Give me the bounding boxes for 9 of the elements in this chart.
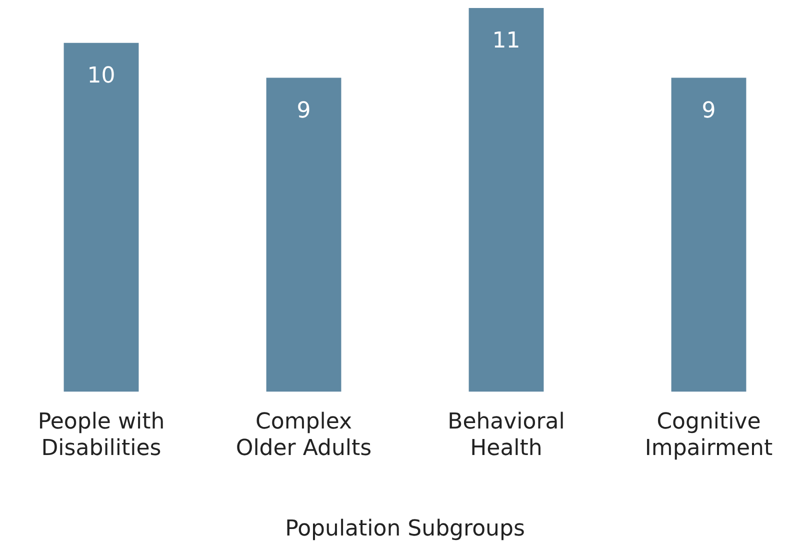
data-label: 9 bbox=[702, 98, 716, 124]
x-tick-label: Cognitive Impairment bbox=[644, 410, 773, 462]
x-tick-label: Behavioral Health bbox=[448, 410, 565, 462]
x-tick-label: Complex Older Adults bbox=[236, 410, 372, 462]
x-tick-label: People with Disabilities bbox=[38, 410, 165, 462]
data-label: 11 bbox=[492, 28, 520, 54]
x-axis-title: Population Subgroups bbox=[285, 516, 525, 542]
data-label: 10 bbox=[87, 64, 116, 89]
data-label: 9 bbox=[296, 98, 311, 124]
